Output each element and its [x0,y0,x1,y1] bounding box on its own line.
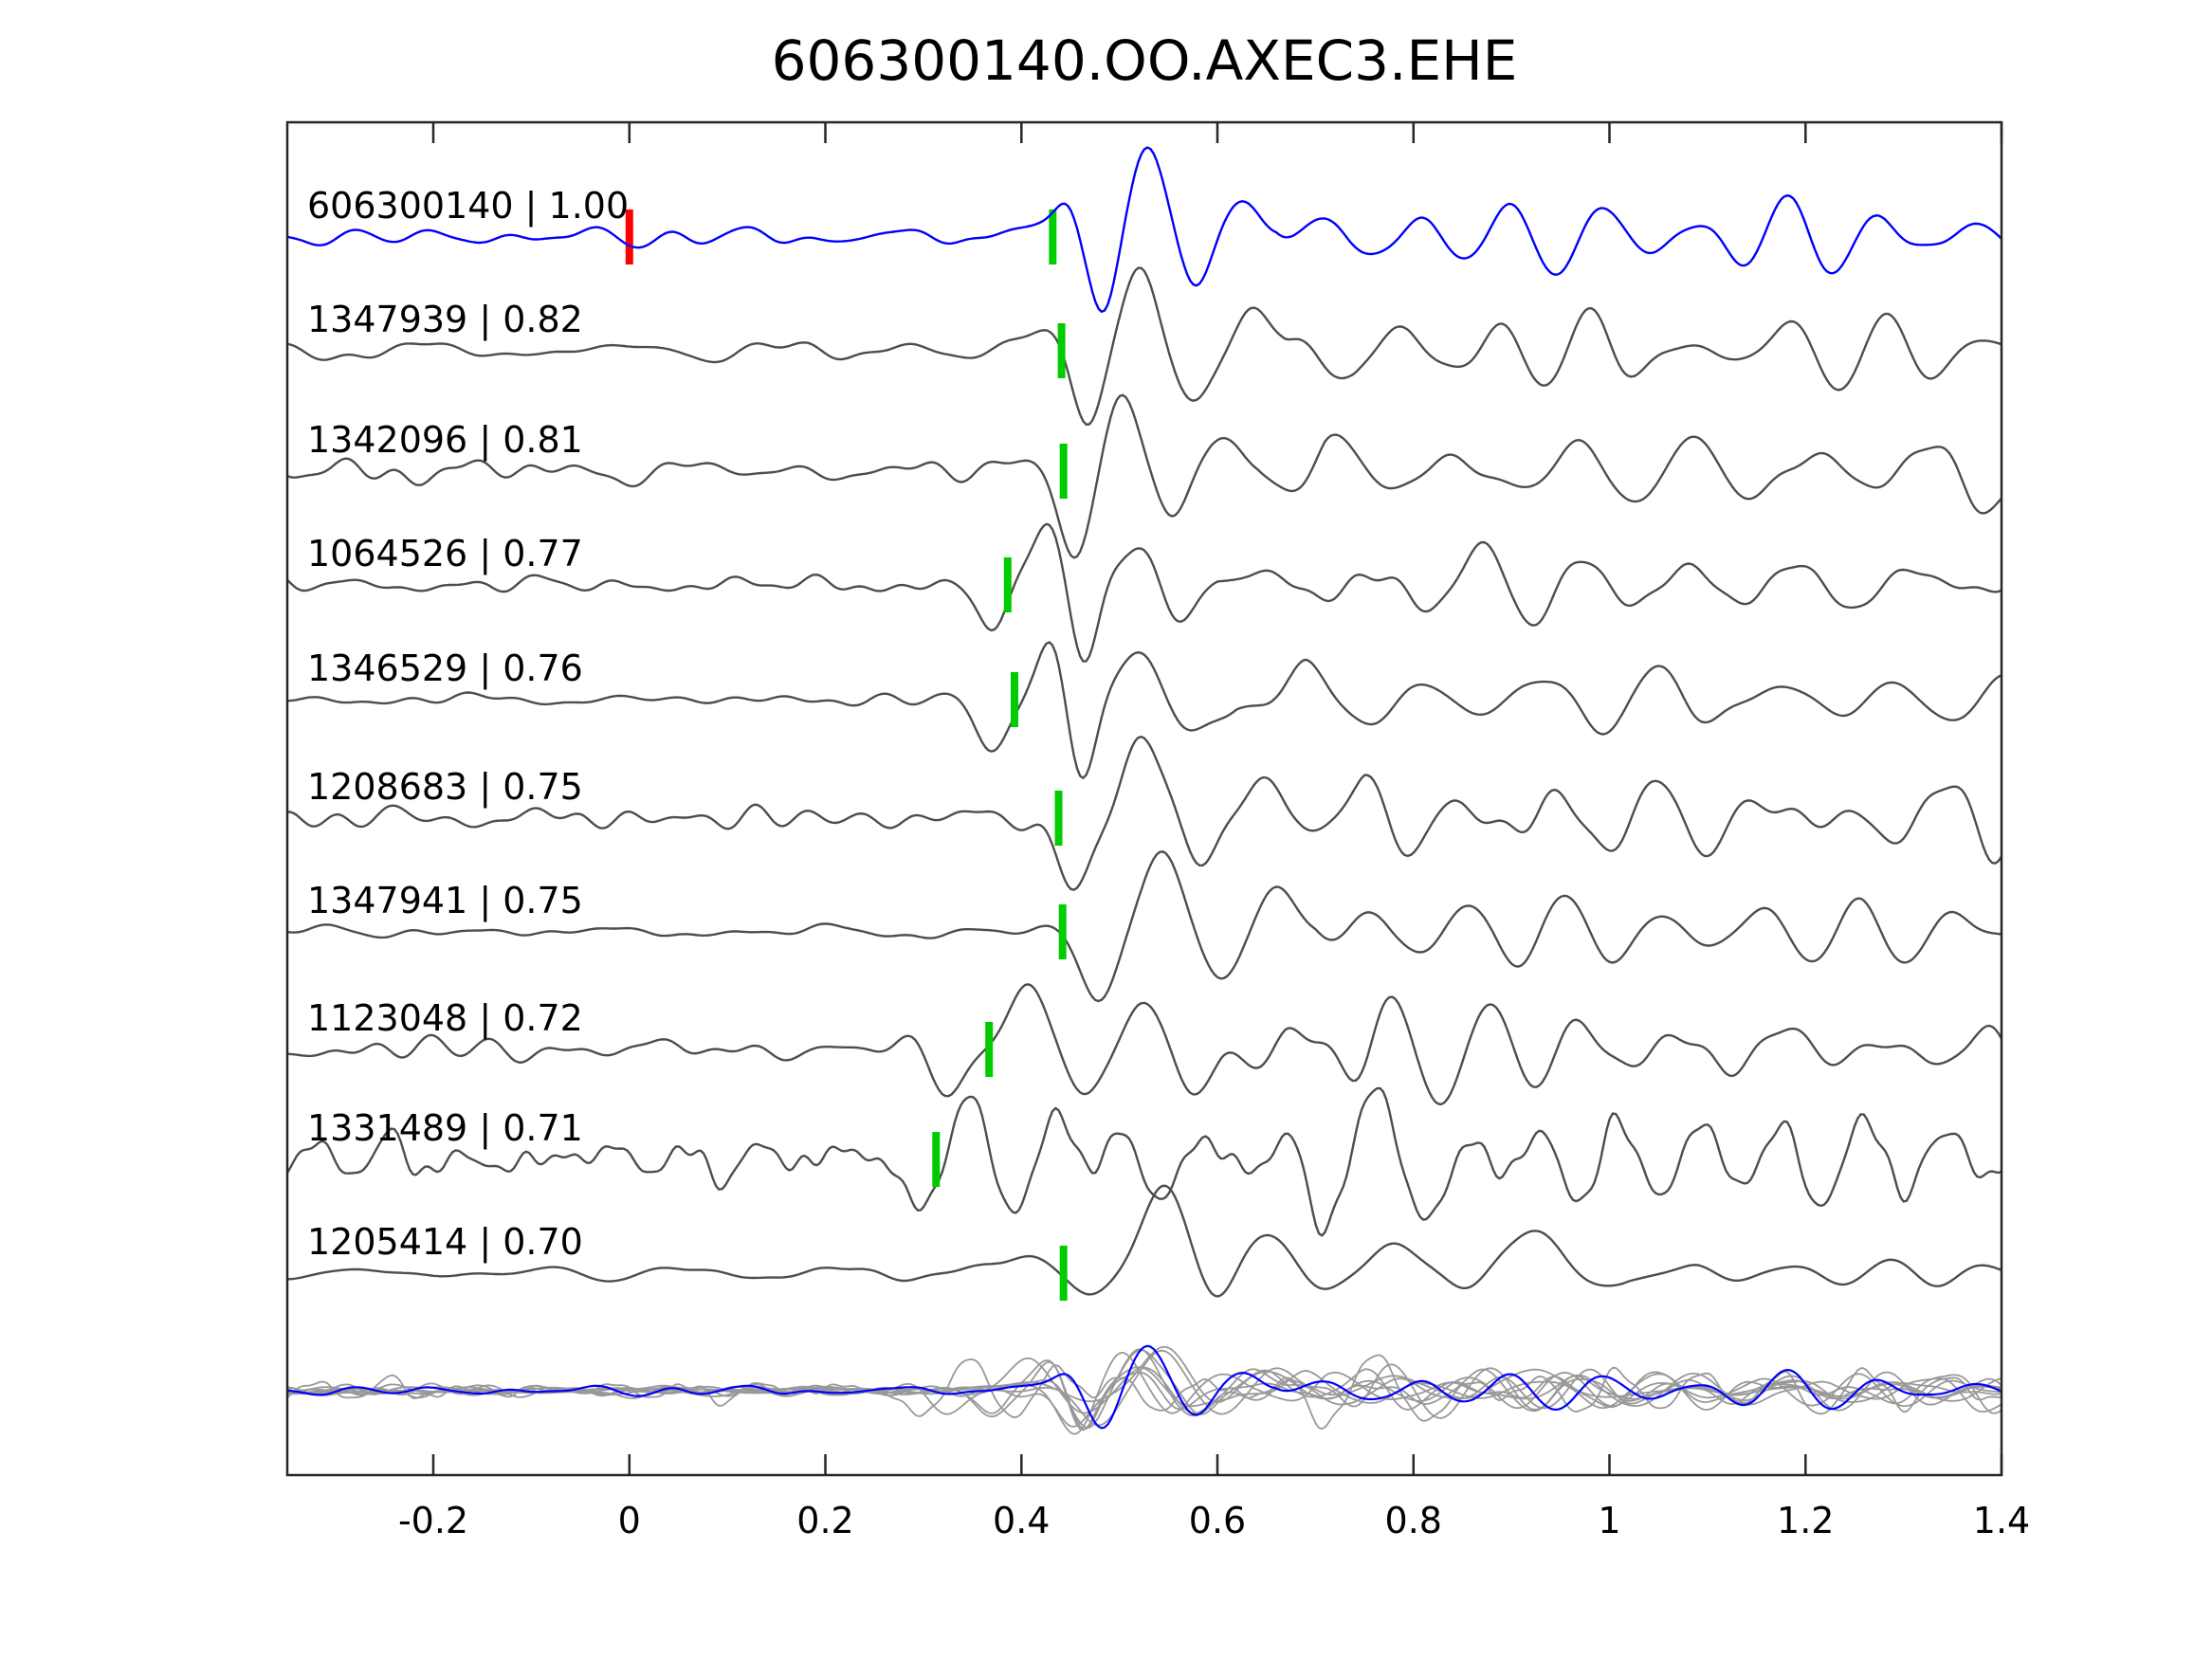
overlay-trace [288,1348,2001,1429]
pick-marker [1057,323,1066,378]
pick-marker [932,1132,941,1187]
overlay-trace [288,1360,2001,1431]
x-tick-label: -0.2 [397,1500,469,1541]
pick-marker [1059,444,1068,499]
waveform-trace [288,1086,2001,1237]
waveform-trace [288,266,2001,426]
x-tick-label: 1.4 [1972,1500,2031,1541]
waveform-trace [288,522,2001,663]
trace-label: 1346529 | 0.76 [307,647,583,689]
reference-trace [288,146,2001,313]
trace-label: 1205414 | 0.70 [307,1221,583,1263]
waveform-trace [288,641,2001,779]
waveform-trace [288,736,2001,891]
x-tick-label: 1 [1598,1500,1621,1541]
trace-label: 1347939 | 0.82 [307,299,583,340]
waveform-trace [288,850,2001,1003]
pick-marker [1059,1246,1068,1301]
waveform-trace [288,1184,2001,1298]
reference-time-marker [625,210,633,264]
overlay-trace [288,1352,2001,1435]
pick-marker [1049,210,1057,264]
trace-label: 1123048 | 0.72 [307,997,583,1039]
x-tick-label: 0.4 [993,1500,1051,1541]
x-tick-label: 1.2 [1777,1500,1835,1541]
pick-marker [985,1022,994,1077]
trace-label: 1331489 | 0.71 [307,1107,583,1149]
traces-layer [288,146,2001,1435]
trace-label: 1208683 | 0.75 [307,766,583,808]
waveform-trace [288,393,2001,559]
trace-label: 1347941 | 0.75 [307,880,583,921]
waveform-trace [288,983,2001,1105]
x-tick-label: 0.6 [1188,1500,1247,1541]
x-tick-label: 0.8 [1384,1500,1442,1541]
plot-border [285,120,2003,1477]
x-tick-label: 0 [617,1500,641,1541]
trace-label: 1342096 | 0.81 [307,419,583,461]
trace-label: 606300140 | 1.00 [307,185,630,227]
pick-marker [1003,557,1012,612]
overlay-reference-trace [288,1344,2001,1430]
page-title: 606300140.OO.AXEC3.EHE [771,28,1518,93]
pick-marker [1011,672,1018,727]
pick-marker [1054,791,1063,846]
x-tick-label: 0.2 [796,1500,854,1541]
trace-label: 1064526 | 0.77 [307,533,583,574]
pick-marker [1058,904,1067,959]
